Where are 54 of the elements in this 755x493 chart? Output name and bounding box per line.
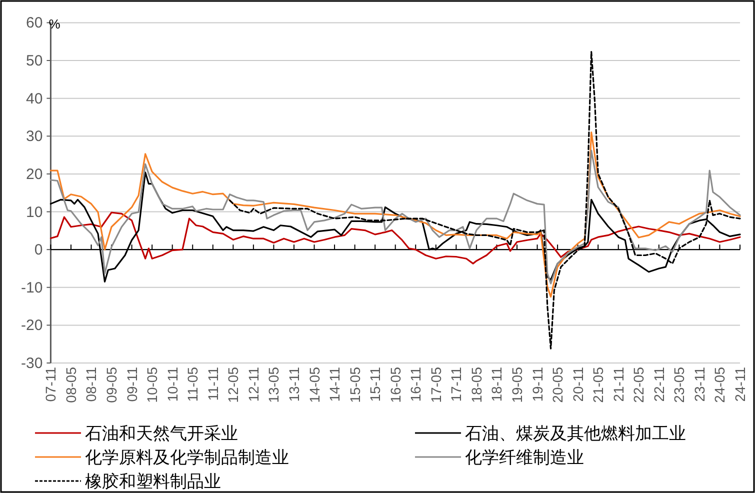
x-tick-label: 23-05 bbox=[671, 366, 688, 403]
y-tick-label: 20 bbox=[26, 166, 43, 183]
x-tick-label: 08-11 bbox=[83, 366, 100, 402]
line-series bbox=[50, 150, 741, 284]
x-tick-label: 21-05 bbox=[590, 366, 606, 403]
x-tick-label: 11-11 bbox=[204, 366, 221, 401]
y-axis-title: % bbox=[48, 16, 61, 32]
x-tick-label: 09-11 bbox=[124, 366, 140, 402]
y-tick-label: -20 bbox=[21, 317, 43, 334]
x-tick-label: 23-11 bbox=[691, 366, 708, 402]
x-tick-label: 14-05 bbox=[306, 366, 322, 403]
legend-label: 石油、煤炭及其他燃料加工业 bbox=[465, 424, 686, 443]
x-tick-label: 17-11 bbox=[448, 366, 464, 402]
line-series bbox=[50, 132, 741, 298]
x-tick-label: 09-05 bbox=[104, 366, 120, 403]
x-tick-label: 20-11 bbox=[570, 366, 586, 402]
x-tick-label: 22-11 bbox=[650, 366, 667, 402]
x-tick-label: 17-05 bbox=[428, 366, 444, 403]
y-tick-label: 0 bbox=[34, 242, 43, 259]
x-tick-label: 24-05 bbox=[712, 366, 728, 403]
x-tick-label: 16-05 bbox=[387, 366, 404, 403]
y-tick-label: 60 bbox=[26, 14, 43, 32]
x-tick-label: 22-05 bbox=[630, 366, 647, 403]
x-tick-label: 20-05 bbox=[550, 366, 566, 403]
legend-label: 橡胶和塑料制品业 bbox=[85, 472, 221, 491]
y-tick-label: -10 bbox=[21, 279, 43, 296]
x-tick-label: 19-11 bbox=[529, 366, 546, 402]
x-tick-label: 14-11 bbox=[326, 366, 343, 402]
x-tick-label: 24-11 bbox=[732, 366, 748, 402]
legend-label: 化学原料及化学制品制造业 bbox=[85, 448, 289, 467]
y-tick-label: 30 bbox=[26, 128, 43, 146]
x-tick-label: 21-11 bbox=[610, 366, 626, 402]
x-tick-label: 13-05 bbox=[266, 366, 282, 403]
y-tick-label: 40 bbox=[26, 90, 43, 108]
x-tick-label: 16-11 bbox=[408, 366, 424, 402]
x-tick-label: 08-05 bbox=[62, 366, 79, 403]
legend-label: 石油和天然气开采业 bbox=[85, 424, 238, 443]
x-tick-label: 11-05 bbox=[184, 366, 201, 402]
legend-label: 化学纤维制造业 bbox=[465, 448, 584, 467]
x-tick-label: 10-11 bbox=[164, 366, 180, 402]
x-tick-label: 12-05 bbox=[225, 366, 242, 403]
x-tick-label: 15-11 bbox=[367, 366, 384, 402]
y-tick-label: 10 bbox=[26, 204, 43, 221]
x-tick-label: 07-11 bbox=[42, 366, 59, 402]
x-tick-label: 19-05 bbox=[508, 366, 525, 403]
x-tick-label: 10-05 bbox=[144, 366, 160, 403]
x-tick-label: 13-11 bbox=[286, 366, 302, 402]
x-tick-label: 18-11 bbox=[488, 366, 505, 402]
y-tick-label: -30 bbox=[21, 355, 43, 372]
line-series bbox=[50, 212, 741, 264]
x-tick-label: 18-05 bbox=[468, 366, 484, 403]
y-tick-label: 50 bbox=[26, 52, 43, 70]
x-tick-label: 12-11 bbox=[245, 366, 262, 402]
x-tick-label: 15-05 bbox=[346, 366, 363, 403]
